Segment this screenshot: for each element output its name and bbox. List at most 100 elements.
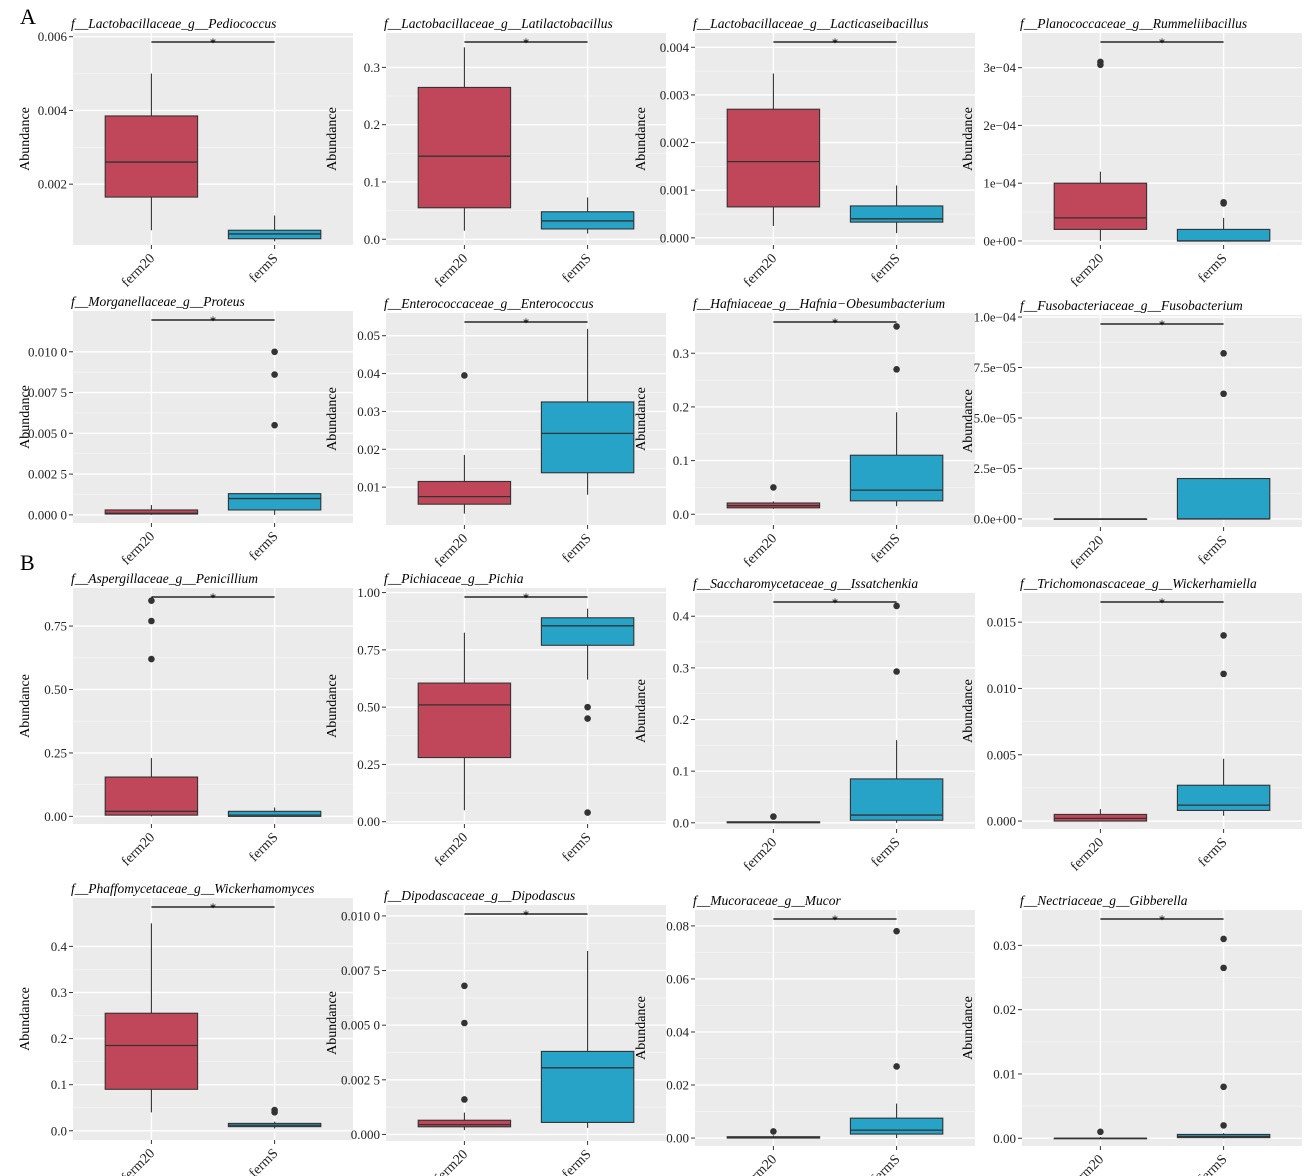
box-fermS xyxy=(227,348,322,515)
x-tick-label: ferm20 xyxy=(741,531,780,570)
box-iqr xyxy=(104,115,199,198)
box-fermS xyxy=(227,1106,322,1129)
boxplot-panel: * f__Pichiaceae_g__Pichia 0.00 0.25 0.50 0.75… xyxy=(325,571,666,869)
y-tick-label: 0.2 xyxy=(364,117,380,132)
y-axis-label: Abundance xyxy=(18,674,33,738)
x-tick-label: fermS xyxy=(247,1146,282,1176)
y-tick-label: 0.010 0 xyxy=(341,908,380,923)
outlier-point xyxy=(1097,1128,1104,1136)
y-tick-label: 0e+00 xyxy=(983,233,1016,248)
box-iqr xyxy=(104,1012,199,1090)
box-iqr xyxy=(540,1050,635,1123)
y-tick-label: 0.75 xyxy=(357,642,380,657)
box-iqr xyxy=(417,86,512,209)
x-tick-label: fermS xyxy=(869,1152,904,1176)
significance-marker: * xyxy=(1159,35,1166,50)
y-axis-label: Abundance xyxy=(634,107,649,171)
y-tick-label: 0.000 xyxy=(987,814,1016,829)
y-tick-label: 0.02 xyxy=(666,1078,689,1093)
y-tick-label: 0.000 xyxy=(351,1127,380,1142)
outlier-point xyxy=(1220,350,1227,357)
outlier-point xyxy=(271,348,278,356)
box-ferm20 xyxy=(1053,1128,1148,1140)
y-axis-label: Abundance xyxy=(325,991,340,1055)
x-tick-label: fermS xyxy=(247,830,282,865)
box-iqr xyxy=(540,617,635,646)
box-fermS xyxy=(540,328,635,495)
y-tick-label: 0.4 xyxy=(51,939,68,954)
box-ferm20 xyxy=(726,813,821,824)
y-tick-label: 0.010 0 xyxy=(28,344,67,359)
significance-marker: * xyxy=(523,315,530,330)
y-tick-label: 0.006 xyxy=(38,29,68,44)
y-tick-label: 0.08 xyxy=(666,918,689,933)
box-ferm20 xyxy=(417,47,512,231)
significance-marker: * xyxy=(210,35,217,50)
boxplot-panel: * f__Phaffomycetaceae_g__Wickerhamomyces 0… xyxy=(18,881,353,1176)
x-tick-label: ferm20 xyxy=(432,830,471,869)
panel-title: f__Trichomonascaceae_g__Wickerhamiella xyxy=(1020,576,1257,591)
significance-marker: * xyxy=(210,313,217,328)
significance-marker: * xyxy=(832,595,839,610)
x-tick-label: fermS xyxy=(247,251,282,286)
panel-title: f__Pichiaceae_g__Pichia xyxy=(384,571,524,586)
boxplot-panel: * f__Trichomonascaceae_g__Wickerhamiella 0… xyxy=(961,576,1302,874)
y-tick-label: 0.00 xyxy=(44,809,67,824)
y-tick-label: 2.5e−05 xyxy=(974,461,1016,476)
y-tick-label: 0.005 0 xyxy=(341,1018,380,1033)
x-tick-label: fermS xyxy=(560,830,595,865)
panel-title: f__Phaffomycetaceae_g__Wickerhamomyces xyxy=(71,881,314,896)
box-fermS xyxy=(849,602,944,823)
outlier-point xyxy=(584,703,591,711)
y-tick-label: 0.50 xyxy=(357,700,380,715)
y-tick-label: 0.002 xyxy=(38,177,67,192)
y-tick-label: 0.02 xyxy=(357,442,380,457)
y-tick-label: 0.007 5 xyxy=(341,963,380,978)
x-tick-label: ferm20 xyxy=(119,830,158,869)
box-iqr xyxy=(726,108,821,208)
y-tick-label: 0.1 xyxy=(364,174,380,189)
y-tick-label: 0.4 xyxy=(673,609,690,624)
y-axis-label: Abundance xyxy=(961,996,976,1060)
box-iqr xyxy=(417,480,512,505)
x-tick-label: ferm20 xyxy=(1068,533,1107,572)
y-tick-label: 0.03 xyxy=(357,404,380,419)
box-iqr xyxy=(104,509,199,515)
x-tick-label: fermS xyxy=(1196,533,1231,568)
y-axis-label: Abundance xyxy=(634,996,649,1060)
y-tick-label: 0.004 xyxy=(38,103,68,118)
panel-title: f__Lactobacillaceae_g__Lacticaseibacillu… xyxy=(693,16,928,31)
panel-title: f__Hafniaceae_g__Hafnia−Obesumbacterium xyxy=(693,296,945,311)
x-tick-label: fermS xyxy=(1196,1152,1231,1176)
x-tick-label: ferm20 xyxy=(432,251,471,290)
y-tick-label: 7.5e−05 xyxy=(974,360,1016,375)
x-tick-label: fermS xyxy=(869,251,904,286)
y-tick-label: 0.2 xyxy=(673,712,689,727)
outlier-point xyxy=(148,655,155,663)
y-tick-label: 0.04 xyxy=(666,1024,689,1039)
panel-title: f__Nectriaceae_g__Gibberella xyxy=(1020,893,1188,908)
y-tick-label: 1.0e−04 xyxy=(974,310,1017,325)
y-axis-label: Abundance xyxy=(18,107,33,171)
y-tick-label: 0.007 5 xyxy=(28,385,67,400)
y-axis-label: Abundance xyxy=(961,107,976,171)
outlier-point xyxy=(1220,632,1227,639)
y-axis-label: Abundance xyxy=(18,385,33,449)
y-tick-label: 0.1 xyxy=(673,764,689,779)
x-tick-label: ferm20 xyxy=(741,251,780,290)
significance-marker: * xyxy=(832,35,839,50)
significance-marker: * xyxy=(832,315,839,330)
outlier-point xyxy=(893,323,900,330)
box-ferm20 xyxy=(417,372,512,514)
outlier-point xyxy=(148,597,155,604)
x-tick-label: fermS xyxy=(247,529,282,564)
outlier-point xyxy=(1220,964,1227,972)
outlier-point xyxy=(1220,1122,1227,1129)
box-iqr xyxy=(540,401,635,474)
box-iqr xyxy=(227,493,322,511)
outlier-point xyxy=(770,813,777,820)
box-fermS xyxy=(540,608,635,816)
y-tick-label: 0.0 xyxy=(51,1123,67,1138)
section-label-a: A xyxy=(20,4,36,29)
